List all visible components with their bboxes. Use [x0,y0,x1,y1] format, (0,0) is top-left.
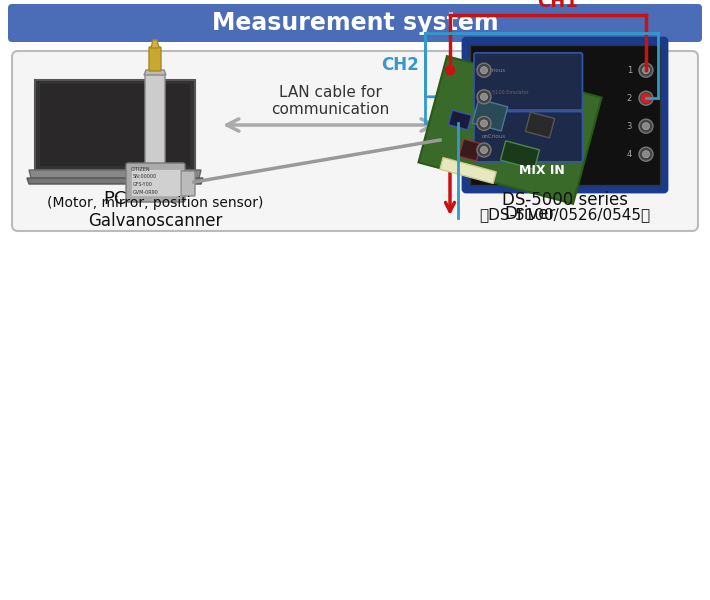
Circle shape [477,63,491,77]
Text: SN:00000: SN:00000 [133,174,157,179]
Circle shape [477,90,491,104]
Text: (Motor, mirror, position sensor): (Motor, mirror, position sensor) [47,196,263,210]
FancyBboxPatch shape [474,112,582,162]
Text: PC: PC [104,190,126,208]
Circle shape [639,147,653,161]
Text: 4: 4 [627,149,632,158]
Text: （DS-5100/0526/0545）: （DS-5100/0526/0545） [479,207,650,222]
Circle shape [639,119,653,133]
Circle shape [481,146,488,154]
Circle shape [643,151,650,158]
Circle shape [481,93,488,100]
Text: Driver: Driver [504,205,556,223]
Circle shape [639,91,653,105]
Polygon shape [440,158,496,184]
Circle shape [639,63,653,77]
Polygon shape [144,70,166,75]
Circle shape [481,120,488,127]
Text: CH2: CH2 [381,56,419,74]
Text: LAN cable for
communication: LAN cable for communication [271,85,389,117]
FancyBboxPatch shape [12,51,698,231]
Circle shape [641,93,651,103]
Text: 3: 3 [627,122,632,131]
Text: Galvanoscanner: Galvanoscanner [88,212,222,230]
Circle shape [477,143,491,157]
Text: GW-5100 Emulator: GW-5100 Emulator [482,89,529,95]
Circle shape [481,67,488,74]
Text: MIX IN: MIX IN [519,164,565,178]
FancyBboxPatch shape [145,74,165,166]
Circle shape [643,67,650,74]
Polygon shape [449,110,471,130]
FancyBboxPatch shape [131,169,180,196]
Text: onCrious: onCrious [482,68,506,73]
Text: CITIZEN: CITIZEN [131,167,151,172]
Text: Measurement system: Measurement system [212,11,498,35]
FancyBboxPatch shape [8,4,702,42]
Text: 1: 1 [627,66,632,75]
Polygon shape [27,178,203,184]
Polygon shape [472,99,508,131]
Text: DS-5000 series: DS-5000 series [502,191,628,209]
Polygon shape [501,141,540,169]
Polygon shape [35,80,195,170]
FancyBboxPatch shape [181,171,195,196]
Text: CH1: CH1 [537,0,579,11]
Polygon shape [525,112,555,138]
Polygon shape [40,84,190,166]
FancyBboxPatch shape [149,47,161,71]
Text: onCrious: onCrious [482,134,506,139]
Text: 2: 2 [627,94,632,103]
FancyBboxPatch shape [126,163,185,202]
Text: GFS-Y00: GFS-Y00 [133,182,153,187]
FancyBboxPatch shape [474,53,582,110]
Polygon shape [151,40,159,48]
FancyBboxPatch shape [470,45,660,185]
Polygon shape [29,170,201,178]
Polygon shape [418,56,601,204]
Text: GVM-0R90: GVM-0R90 [133,190,159,195]
Circle shape [445,66,454,75]
FancyBboxPatch shape [463,38,667,192]
Polygon shape [459,139,481,161]
Circle shape [643,122,650,130]
Circle shape [477,116,491,130]
